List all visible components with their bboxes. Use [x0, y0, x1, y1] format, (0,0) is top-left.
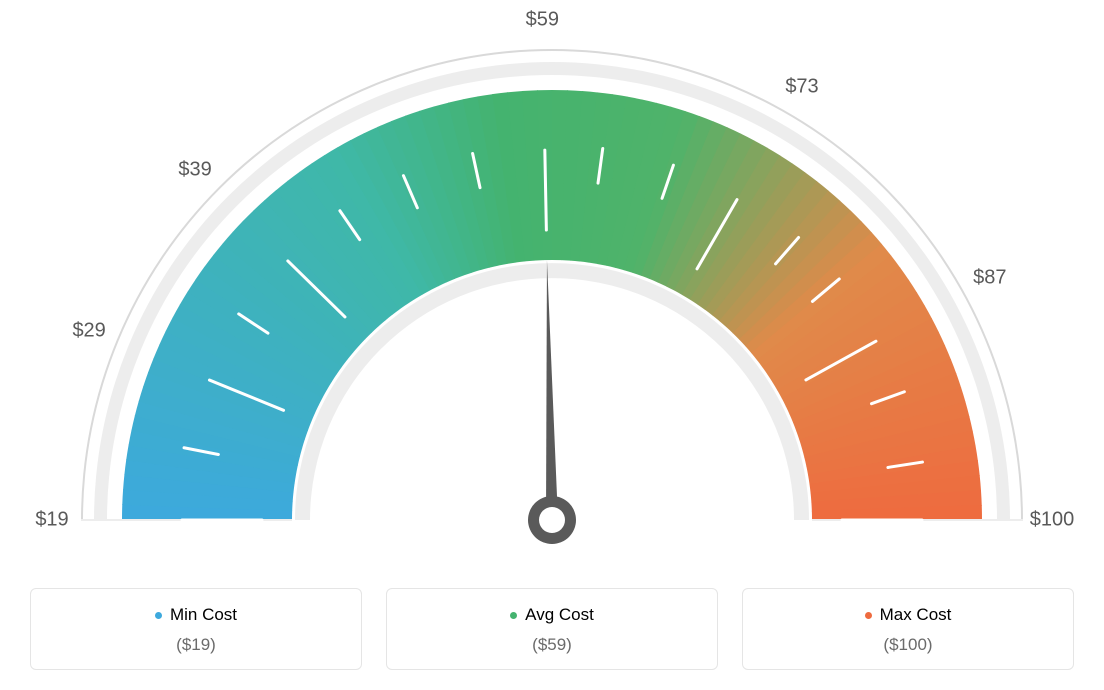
- legend-value-max: ($100): [753, 635, 1063, 655]
- gauge-tick-label: $73: [785, 75, 818, 98]
- legend-dot-max: [865, 612, 872, 619]
- gauge-tick-label: $59: [526, 9, 559, 32]
- legend-title-avg: Avg Cost: [510, 605, 594, 625]
- legend-row: Min Cost ($19) Avg Cost ($59) Max Cost (…: [30, 588, 1074, 670]
- legend-title-min: Min Cost: [155, 605, 237, 625]
- gauge-tick-label: $39: [178, 158, 211, 181]
- legend-label-avg: Avg Cost: [525, 605, 594, 625]
- legend-card-max: Max Cost ($100): [742, 588, 1074, 670]
- legend-dot-avg: [510, 612, 517, 619]
- legend-value-min: ($19): [41, 635, 351, 655]
- legend-value-avg: ($59): [397, 635, 707, 655]
- gauge-svg: [0, 10, 1104, 570]
- legend-label-max: Max Cost: [880, 605, 952, 625]
- gauge-tick-label: $100: [1030, 509, 1075, 532]
- legend-dot-min: [155, 612, 162, 619]
- chart-container: $19 $29 $39 $59 $73 $87 $100 Min Cost ($19) Av…: [0, 0, 1104, 690]
- legend-label-min: Min Cost: [170, 605, 237, 625]
- gauge-chart: $19 $29 $39 $59 $73 $87 $100: [0, 10, 1104, 570]
- gauge-tick-label: $29: [72, 319, 105, 342]
- legend-card-avg: Avg Cost ($59): [386, 588, 718, 670]
- legend-title-max: Max Cost: [865, 605, 952, 625]
- legend-card-min: Min Cost ($19): [30, 588, 362, 670]
- gauge-tick-label: $19: [35, 509, 68, 532]
- gauge-tick-label: $87: [973, 267, 1006, 290]
